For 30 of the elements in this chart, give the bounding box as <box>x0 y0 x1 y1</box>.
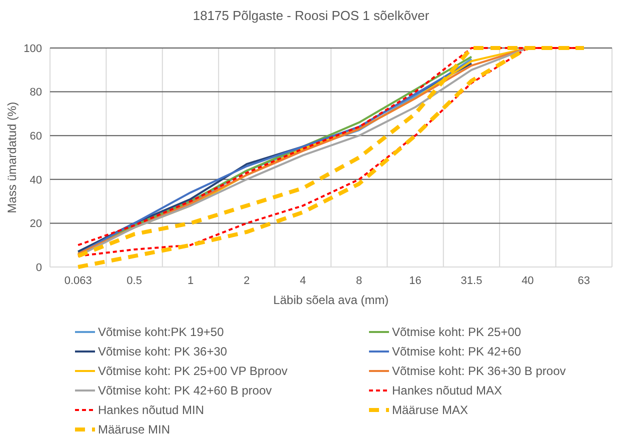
x-tick-label: 0.5 <box>126 275 142 287</box>
legend-label: Võtmise koht: PK 36+30 B proov <box>392 364 566 378</box>
y-axis-title: Mass ümardatud (%) <box>5 102 19 214</box>
chart-title: 18175 Põlgaste - Roosi POS 1 sõelkõver <box>192 8 430 23</box>
legend-label: Hankes nõutud MIN <box>98 403 204 418</box>
y-tick-label: 40 <box>30 174 42 186</box>
x-tick-label: 4 <box>300 275 306 287</box>
x-axis-title: Läbib sõela ava (mm) <box>273 293 389 307</box>
legend-label: Määruse MIN <box>98 422 170 437</box>
y-tick-label: 60 <box>30 130 42 142</box>
x-tick-label: 31.5 <box>460 275 482 287</box>
y-tick-label: 20 <box>30 218 42 230</box>
y-tick-label: 0 <box>36 262 42 274</box>
legend-label: Võtmise koht:PK 19+50 <box>98 325 224 340</box>
legend-label: Võtmise koht: PK 25+00 VP Bproov <box>98 364 288 378</box>
x-tick-label: 1 <box>187 275 194 287</box>
x-tick-label: 0.063 <box>64 275 92 287</box>
legend-label: Võtmise koht: PK 42+60 B proov <box>98 384 272 398</box>
x-tick-label: 40 <box>522 275 534 287</box>
legend-label: Määruse MAX <box>392 403 468 418</box>
legend-label: Võtmise koht: PK 42+60 <box>392 344 522 359</box>
x-tick-label: 2 <box>244 275 250 287</box>
y-tick-label: 80 <box>30 86 42 99</box>
legend-label: Võtmise koht: PK 36+30 <box>98 344 228 359</box>
legend-label: Võtmise koht: PK 25+00 <box>392 325 522 340</box>
legend-label: Hankes nõutud MAX <box>392 384 502 398</box>
x-tick-label: 8 <box>356 275 362 287</box>
y-tick-label: 100 <box>24 42 42 55</box>
x-tick-label: 16 <box>409 275 422 287</box>
x-tick-label: 63 <box>578 275 590 287</box>
